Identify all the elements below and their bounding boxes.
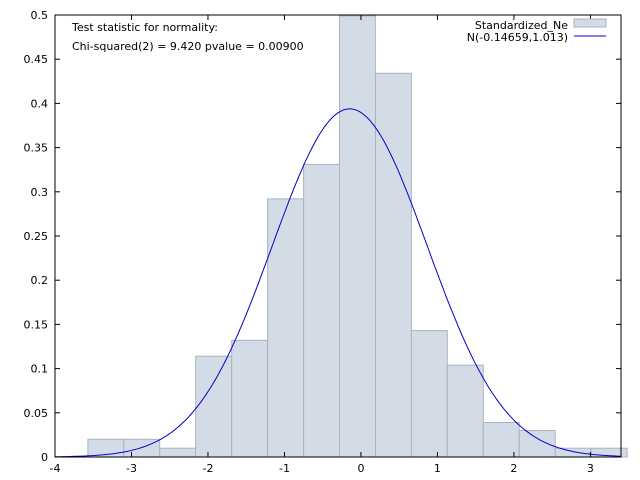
y-tick-label: 0.1: [31, 363, 49, 376]
histogram-bar: [339, 15, 376, 458]
histogram-bars: [87, 15, 628, 458]
histogram-bar: [231, 339, 269, 458]
y-tick-label: 0.4: [31, 97, 49, 110]
legend-histogram-swatch: [573, 18, 607, 28]
y-tick-label: 0.05: [24, 407, 49, 420]
y-tick-label: 0.5: [31, 9, 49, 22]
histogram-bar: [554, 447, 592, 458]
y-tick-label: 0: [41, 451, 48, 464]
x-tick-label: 1: [434, 462, 441, 475]
histogram-bar: [123, 438, 161, 458]
histogram-bar: [410, 330, 448, 458]
histogram-bar: [267, 198, 305, 458]
y-tick-label: 0.2: [31, 274, 49, 287]
histogram-bar: [303, 163, 341, 458]
x-tick-label: 3: [587, 462, 594, 475]
histogram-bar: [159, 447, 197, 458]
normality-test-statistic: Chi-squared(2) = 9.420 pvalue = 0.00900: [72, 40, 304, 53]
x-axis: -4 -3 -2 -1 0 1 2 3: [50, 15, 594, 475]
y-tick-label: 0.25: [24, 230, 49, 243]
x-tick-label: -1: [279, 462, 290, 475]
histogram-bar: [518, 430, 556, 458]
x-tick-label: 2: [510, 462, 517, 475]
normality-test-title: Test statistic for normality:: [71, 21, 218, 34]
x-tick-label: 0: [357, 462, 364, 475]
x-tick-label: -3: [126, 462, 137, 475]
y-tick-label: 0.15: [24, 318, 49, 331]
y-tick-label: 0.45: [24, 53, 49, 66]
x-tick-label: -2: [202, 462, 213, 475]
y-tick-label: 0.35: [24, 142, 49, 155]
normal-density-curve: [55, 108, 621, 458]
y-tick-label: 0.3: [31, 186, 49, 199]
histogram-bar: [195, 355, 233, 458]
x-tick-label: -4: [50, 462, 61, 475]
legend: Standardized_Ne N(-0.14659,1.013): [467, 18, 607, 44]
legend-curve-label: N(-0.14659,1.013): [467, 31, 568, 44]
legend-histogram-label: Standardized_Ne: [475, 19, 568, 32]
histogram-bar: [446, 364, 484, 458]
y-axis: 0 0.05 0.1 0.15 0.2 0.25 0.3 0.35 0.4 0.45 0.5: [24, 9, 621, 464]
histogram-bar: [482, 422, 520, 458]
histogram-bar: [375, 72, 412, 458]
